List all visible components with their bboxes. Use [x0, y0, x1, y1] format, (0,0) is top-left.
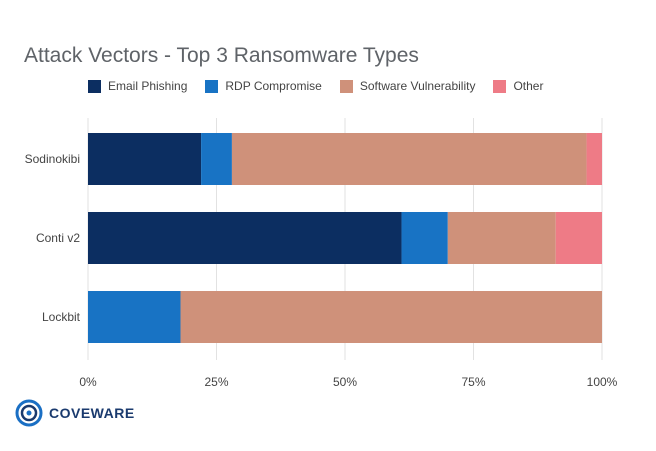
bar-0-2 [231, 133, 587, 185]
logo-text: COVEWARE [49, 405, 135, 421]
legend-item-other: Other [493, 79, 543, 93]
bar-2-1 [88, 291, 181, 343]
bar-2-2 [180, 291, 602, 343]
chart-title: Attack Vectors - Top 3 Ransomware Types [24, 44, 419, 67]
coveware-ring-logo-icon [15, 399, 43, 427]
legend-swatch-rdp-compromise [205, 79, 219, 93]
legend-item-email-phishing: Email Phishing [88, 79, 187, 93]
legend-item-rdp-compromise: RDP Compromise [205, 79, 322, 93]
bar-0-0 [88, 133, 202, 185]
chart-legend: Email Phishing RDP Compromise Software V… [88, 78, 561, 94]
legend-swatch-software-vulnerability [339, 79, 353, 93]
x-tick-label-0: 0% [79, 375, 97, 389]
legend-swatch-other [493, 79, 507, 93]
legend-item-software-vulnerability: Software Vulnerability [339, 79, 476, 93]
category-label-2: Lockbit [42, 310, 81, 324]
legend-swatch-email-phishing [88, 79, 101, 93]
bar-1-3 [555, 212, 602, 264]
x-tick-label-1: 25% [204, 375, 228, 389]
x-tick-label-3: 75% [461, 375, 485, 389]
bar-0-1 [201, 133, 232, 185]
legend-label-rdp-compromise: RDP Compromise [225, 79, 322, 93]
bar-1-1 [401, 212, 448, 264]
legend-label-email-phishing: Email Phishing [108, 79, 188, 93]
legend-label-software-vulnerability: Software Vulnerability [359, 79, 476, 93]
category-label-1: Conti v2 [36, 231, 80, 245]
coveware-logo: COVEWARE [14, 398, 135, 428]
bar-1-0 [88, 212, 402, 264]
category-label-0: Sodinokibi [25, 152, 80, 166]
bar-0-3 [586, 133, 602, 185]
bar-1-2 [447, 212, 556, 264]
x-tick-label-4: 100% [587, 375, 618, 389]
x-tick-label-2: 50% [333, 375, 357, 389]
legend-label-other: Other [513, 79, 544, 93]
